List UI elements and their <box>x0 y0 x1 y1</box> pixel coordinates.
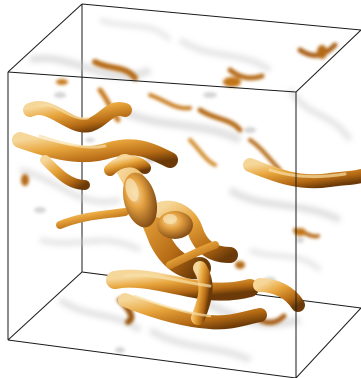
tube-left-horizontal <box>12 132 178 168</box>
tube-upper-left <box>23 101 132 133</box>
tube-right-horizontal <box>243 158 361 189</box>
main-tubular-structures <box>12 101 361 330</box>
tube-specular-highlights <box>38 103 347 318</box>
box-edge-top-right-depth <box>295 29 361 93</box>
box-edge-top-left-depth <box>7 3 83 73</box>
tube-left-lower <box>40 155 90 190</box>
tube-lower-right <box>253 278 305 312</box>
bounding-box-front-edges <box>7 3 361 378</box>
box-edge-back-top <box>81 3 361 31</box>
tube-central-upper <box>104 155 151 176</box>
tube-left-mid <box>56 208 129 229</box>
tube-lower-front <box>118 293 267 330</box>
central-bulb-structure <box>122 172 193 239</box>
central-lobe-highlight <box>163 214 177 224</box>
tube-central-branch <box>152 200 238 263</box>
box-edge-bottom-right-depth <box>295 307 361 378</box>
box-edge-front-top <box>7 71 297 93</box>
tube-lower-vertical <box>191 261 213 325</box>
faint-fiber-haze <box>19 17 353 364</box>
box-edge-front-bottom <box>7 339 297 378</box>
central-bulb-highlight <box>125 178 139 202</box>
central-bulb-lobe <box>157 211 193 239</box>
box-edge-bottom-left-depth <box>7 271 83 341</box>
tube-thin-connector <box>166 241 219 269</box>
